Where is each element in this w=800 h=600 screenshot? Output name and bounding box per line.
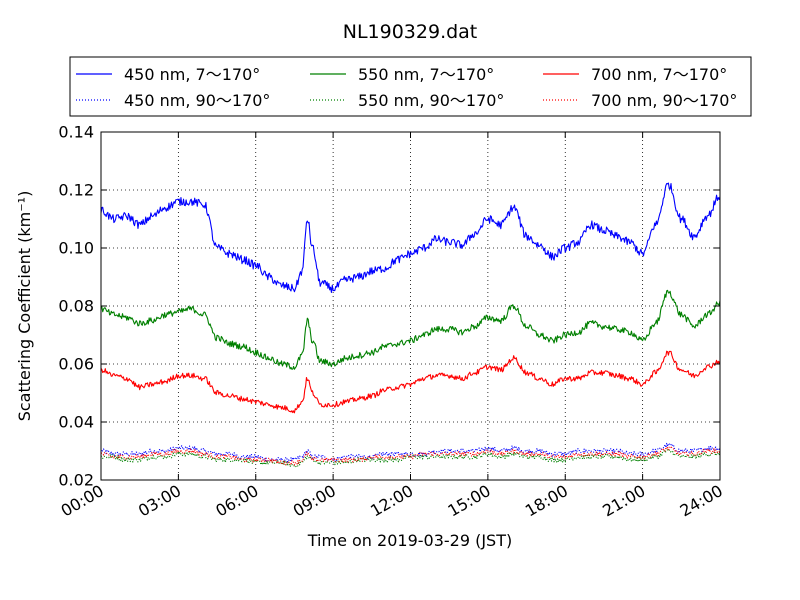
y-axis-label: Scattering Coefficient (km⁻¹) bbox=[15, 191, 34, 422]
plot-area: 00:00 03:00 06:00 09:00 12:00 15:00 18:00 21:00… bbox=[58, 123, 726, 521]
legend-label: 550 nm, 7～170° bbox=[358, 65, 494, 84]
legend-label: 700 nm, 7～170° bbox=[591, 65, 727, 84]
y-tick-label: 0.02 bbox=[58, 471, 94, 490]
legend-label: 450 nm, 7～170° bbox=[124, 65, 260, 84]
y-tick-label: 0.14 bbox=[58, 123, 94, 142]
series-line-4 bbox=[100, 442, 721, 463]
legend: 450 nm, 7～170° 550 nm, 7～170° 700 nm, 7～17… bbox=[69, 56, 752, 117]
series-layer bbox=[100, 182, 721, 468]
chart-title: NL190329.dat bbox=[343, 21, 478, 43]
series-line-6 bbox=[100, 445, 721, 466]
x-axis-label: Time on 2019-03-29 (JST) bbox=[307, 531, 512, 550]
legend-frame bbox=[69, 56, 752, 117]
y-tick-label: 0.08 bbox=[58, 297, 94, 316]
legend-label: 450 nm, 90～170° bbox=[124, 91, 270, 110]
y-tick-label: 0.10 bbox=[58, 239, 94, 258]
legend-label: 700 nm, 90～170° bbox=[591, 91, 737, 110]
legend-label: 550 nm, 90～170° bbox=[358, 91, 504, 110]
series-line-1 bbox=[100, 182, 721, 294]
series-line-2 bbox=[100, 289, 721, 370]
y-tick-label: 0.12 bbox=[58, 181, 94, 200]
series-line-3 bbox=[100, 350, 721, 414]
axes-background bbox=[101, 132, 720, 480]
y-tick-label: 0.04 bbox=[58, 413, 94, 432]
y-tick-label: 0.06 bbox=[58, 355, 94, 374]
